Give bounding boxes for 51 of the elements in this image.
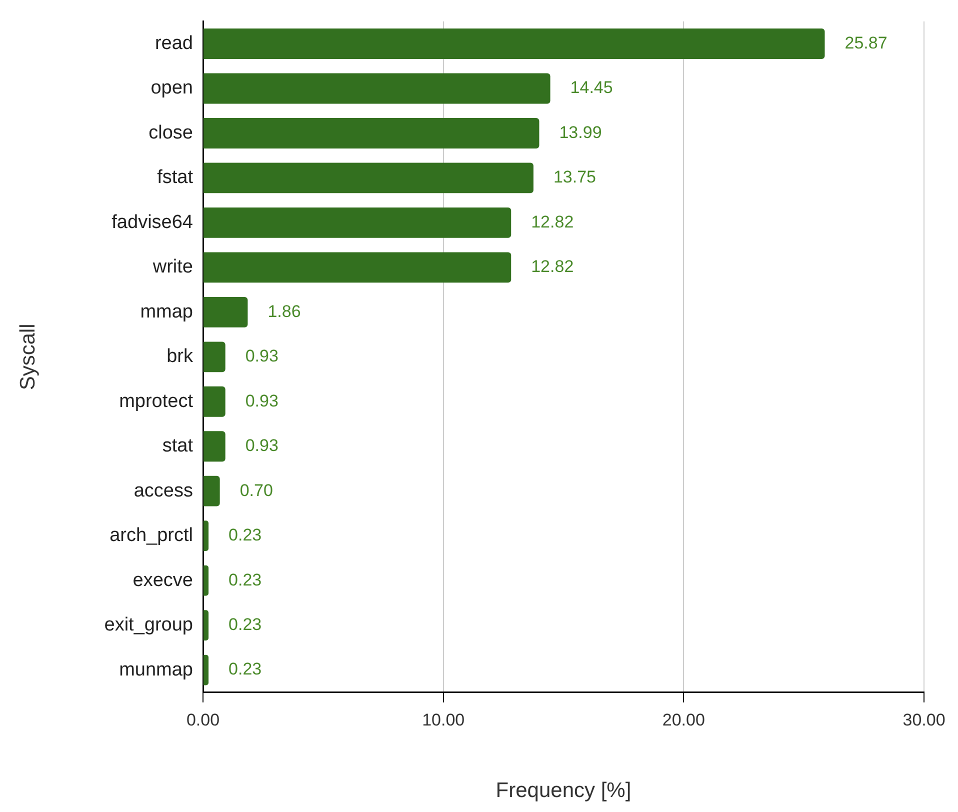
- y-tick-label: arch_prctl: [110, 525, 193, 546]
- bar: [204, 252, 512, 283]
- data-label: 0.23: [228, 660, 262, 679]
- bar: [204, 73, 550, 104]
- data-label: 12.82: [531, 212, 574, 232]
- bar: [204, 476, 220, 506]
- x-axis-title: Frequency [%]: [496, 779, 632, 802]
- x-tick-label: 0.00: [186, 710, 220, 730]
- y-tick-label: mmap: [140, 301, 193, 322]
- y-tick-label: munmap: [119, 659, 193, 680]
- y-axis-title: Syscall: [16, 324, 40, 390]
- data-label: 0.93: [245, 391, 278, 410]
- y-tick-label: access: [134, 480, 193, 502]
- bar: [204, 28, 825, 59]
- bar: [204, 296, 248, 328]
- data-label: 0.23: [228, 570, 262, 590]
- bar: [204, 386, 226, 417]
- x-tick-label: 30.00: [902, 710, 946, 730]
- data-label: 13.75: [553, 168, 596, 187]
- y-tick-label: fstat: [157, 167, 194, 188]
- data-label: 0.23: [228, 614, 262, 634]
- data-label: 0.93: [245, 346, 278, 366]
- bar: [204, 520, 209, 552]
- data-label: 12.82: [531, 257, 574, 276]
- data-label: 13.99: [559, 122, 602, 142]
- y-tick-label: write: [152, 256, 193, 278]
- y-tick-label: read: [154, 33, 193, 54]
- y-tick-label: fadvise64: [112, 212, 194, 233]
- y-tick-label: execve: [132, 570, 193, 591]
- data-label: 0.93: [245, 436, 278, 456]
- bar: [204, 118, 540, 148]
- y-tick-label: brk: [166, 346, 194, 368]
- y-tick-label: stat: [162, 436, 194, 457]
- x-tick-label: 10.00: [422, 710, 465, 730]
- bar: [204, 342, 226, 372]
- data-label: 14.45: [570, 78, 613, 98]
- data-label: 0.23: [228, 526, 262, 545]
- bar: [204, 654, 209, 686]
- bar: [204, 565, 209, 596]
- bar: [204, 610, 209, 641]
- bar: [204, 431, 226, 462]
- bar: [204, 207, 512, 238]
- y-tick-label: close: [148, 122, 193, 144]
- y-tick-label: open: [150, 78, 193, 99]
- bar: [204, 162, 534, 194]
- data-label: 0.70: [240, 480, 273, 500]
- data-label: 1.86: [268, 302, 301, 321]
- y-tick-label: mprotect: [119, 390, 194, 412]
- y-tick-label: exit_group: [104, 614, 193, 636]
- data-label: 25.87: [844, 33, 888, 52]
- x-tick-label: 20.00: [662, 710, 705, 730]
